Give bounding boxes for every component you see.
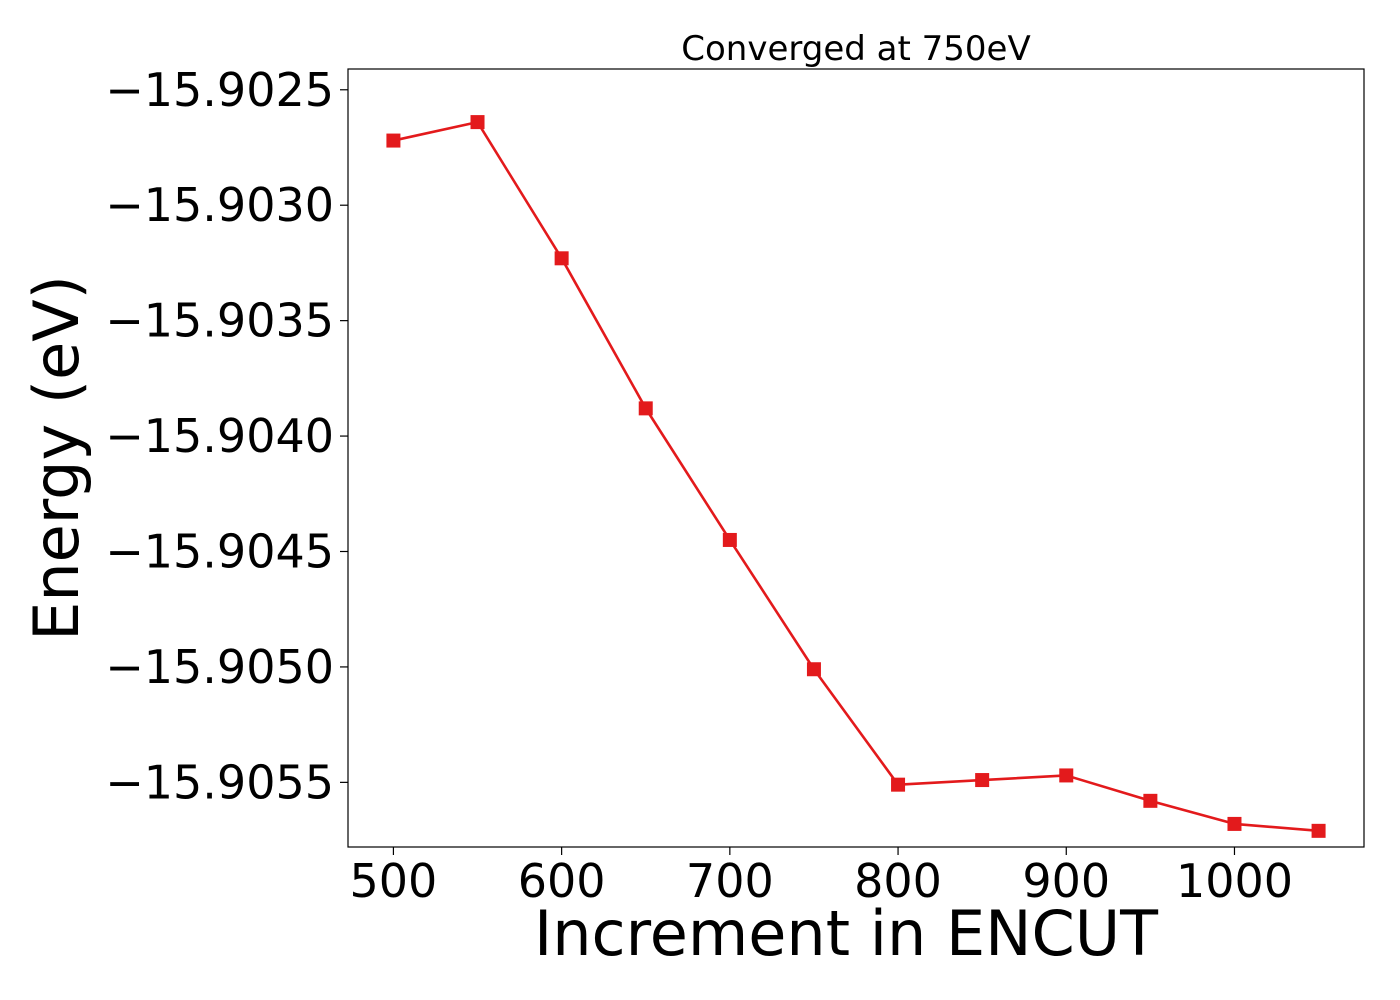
data-point (1059, 768, 1074, 783)
plot-frame (347, 68, 1365, 848)
y-tick-label: −15.9045 (105, 524, 334, 578)
y-tick-label: −15.9050 (105, 640, 334, 694)
series-line (393, 120, 1319, 833)
x-tick-label: 700 (686, 854, 774, 908)
data-point (975, 773, 990, 788)
data-point (806, 662, 821, 677)
x-tick-label: 800 (854, 854, 942, 908)
data-point (1311, 823, 1326, 838)
x-axis-label: Increment in ENCUT (534, 897, 1159, 970)
data-point (638, 401, 653, 416)
data-point (554, 251, 569, 266)
data-point (386, 133, 401, 148)
data-point (470, 115, 485, 130)
y-tick-label: −15.9030 (105, 178, 334, 232)
y-tick-label: −15.9035 (105, 294, 334, 348)
y-axis-label: Energy (eV) (20, 275, 93, 641)
y-tick-label: −15.9055 (105, 755, 334, 809)
y-tick-label: −15.9025 (105, 63, 334, 117)
x-tick-label: 900 (1022, 854, 1110, 908)
x-tick-label: 1000 (1176, 854, 1293, 908)
data-point (891, 777, 906, 792)
x-tick-label: 600 (518, 854, 606, 908)
y-tick-label: −15.9040 (105, 409, 334, 463)
data-point (722, 532, 737, 547)
chart-title: Converged at 750eV (681, 29, 1030, 69)
data-point (1143, 793, 1158, 808)
x-tick-label: 500 (350, 854, 438, 908)
data-point (1227, 816, 1242, 831)
